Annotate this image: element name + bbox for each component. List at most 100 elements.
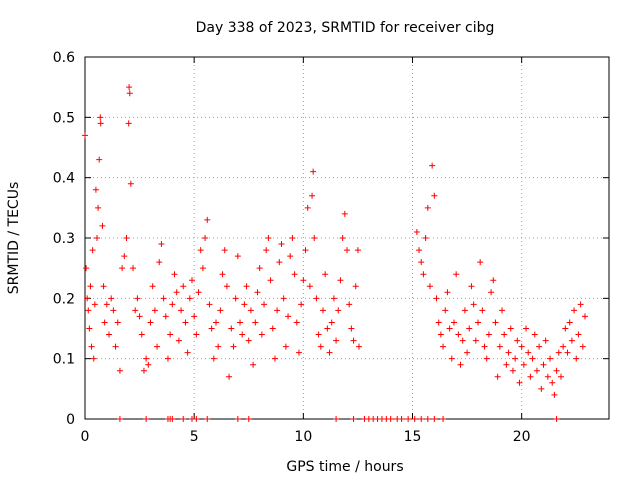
data-point bbox=[335, 307, 342, 314]
data-point bbox=[252, 319, 259, 326]
data-point bbox=[108, 295, 115, 302]
x-tick-label: 0 bbox=[81, 429, 90, 445]
data-point bbox=[455, 331, 462, 338]
data-point bbox=[119, 265, 126, 272]
data-point bbox=[557, 373, 564, 380]
data-point bbox=[501, 331, 508, 338]
data-point bbox=[219, 271, 226, 278]
data-point bbox=[499, 307, 506, 314]
data-point bbox=[512, 355, 519, 362]
data-point bbox=[232, 295, 239, 302]
data-point bbox=[507, 325, 514, 332]
data-point bbox=[295, 349, 302, 356]
data-point bbox=[143, 355, 150, 362]
data-point bbox=[306, 283, 313, 290]
data-point bbox=[472, 337, 479, 344]
data-point bbox=[470, 301, 477, 308]
data-point bbox=[356, 343, 363, 350]
data-point bbox=[287, 253, 294, 260]
data-point bbox=[82, 132, 88, 139]
data-point bbox=[387, 416, 394, 422]
data-point bbox=[461, 307, 468, 314]
data-point bbox=[91, 301, 98, 308]
data-point bbox=[151, 307, 158, 314]
data-point bbox=[300, 277, 307, 284]
data-point bbox=[549, 379, 556, 386]
data-point bbox=[215, 343, 222, 350]
data-point bbox=[195, 289, 202, 296]
data-point bbox=[481, 343, 488, 350]
data-point bbox=[156, 259, 163, 266]
data-point bbox=[571, 307, 578, 314]
data-point bbox=[333, 337, 340, 344]
data-point bbox=[167, 331, 174, 338]
data-point bbox=[202, 235, 209, 241]
data-point bbox=[477, 259, 484, 266]
data-point bbox=[234, 253, 241, 260]
data-point bbox=[106, 331, 113, 338]
data-point bbox=[416, 247, 423, 254]
axis-ticks bbox=[84, 56, 609, 420]
data-point bbox=[509, 367, 516, 374]
data-point bbox=[162, 313, 169, 320]
data-point bbox=[344, 247, 350, 254]
data-point bbox=[560, 343, 567, 350]
data-point bbox=[440, 416, 447, 422]
data-point bbox=[101, 319, 108, 326]
data-point bbox=[147, 319, 154, 326]
data-point bbox=[525, 349, 532, 356]
data-point bbox=[241, 301, 248, 308]
data-point bbox=[204, 416, 211, 422]
data-point bbox=[496, 343, 503, 350]
data-point bbox=[103, 301, 110, 308]
data-point bbox=[278, 241, 285, 248]
data-point bbox=[429, 162, 436, 169]
data-point bbox=[145, 361, 152, 368]
data-point bbox=[520, 361, 527, 368]
data-point bbox=[94, 235, 101, 241]
data-point bbox=[568, 337, 575, 344]
x-tick-label: 5 bbox=[190, 429, 199, 445]
data-point bbox=[285, 313, 292, 320]
data-point bbox=[553, 416, 560, 422]
data-point bbox=[254, 289, 261, 296]
data-point bbox=[453, 271, 460, 278]
data-point bbox=[420, 271, 427, 278]
data-point bbox=[437, 331, 444, 338]
data-point bbox=[221, 247, 228, 254]
data-point bbox=[536, 343, 543, 350]
data-point bbox=[337, 277, 344, 284]
data-point bbox=[204, 216, 211, 223]
data-point bbox=[328, 319, 335, 326]
data-point bbox=[274, 307, 281, 314]
data-point bbox=[126, 90, 133, 97]
data-point bbox=[350, 337, 357, 344]
data-point bbox=[505, 349, 512, 356]
data-point bbox=[346, 301, 353, 308]
data-point bbox=[350, 416, 357, 422]
data-point bbox=[116, 367, 123, 374]
data-point bbox=[551, 391, 558, 398]
data-point bbox=[245, 337, 252, 344]
data-point bbox=[230, 343, 237, 350]
data-point bbox=[99, 222, 106, 229]
data-point bbox=[333, 416, 340, 422]
data-points bbox=[82, 84, 588, 422]
data-point bbox=[317, 343, 324, 350]
data-point bbox=[322, 271, 329, 278]
data-point bbox=[191, 313, 198, 320]
data-point bbox=[173, 289, 180, 296]
data-point bbox=[175, 337, 182, 344]
data-point bbox=[446, 325, 453, 332]
data-point bbox=[418, 416, 425, 422]
x-axis-label: GPS time / hours bbox=[286, 459, 403, 475]
data-point bbox=[158, 241, 165, 248]
data-point bbox=[523, 325, 530, 332]
data-point bbox=[132, 307, 139, 314]
data-point bbox=[213, 319, 219, 326]
data-point bbox=[96, 156, 103, 163]
data-point bbox=[566, 319, 573, 326]
data-point bbox=[265, 235, 272, 241]
data-point bbox=[485, 331, 492, 338]
